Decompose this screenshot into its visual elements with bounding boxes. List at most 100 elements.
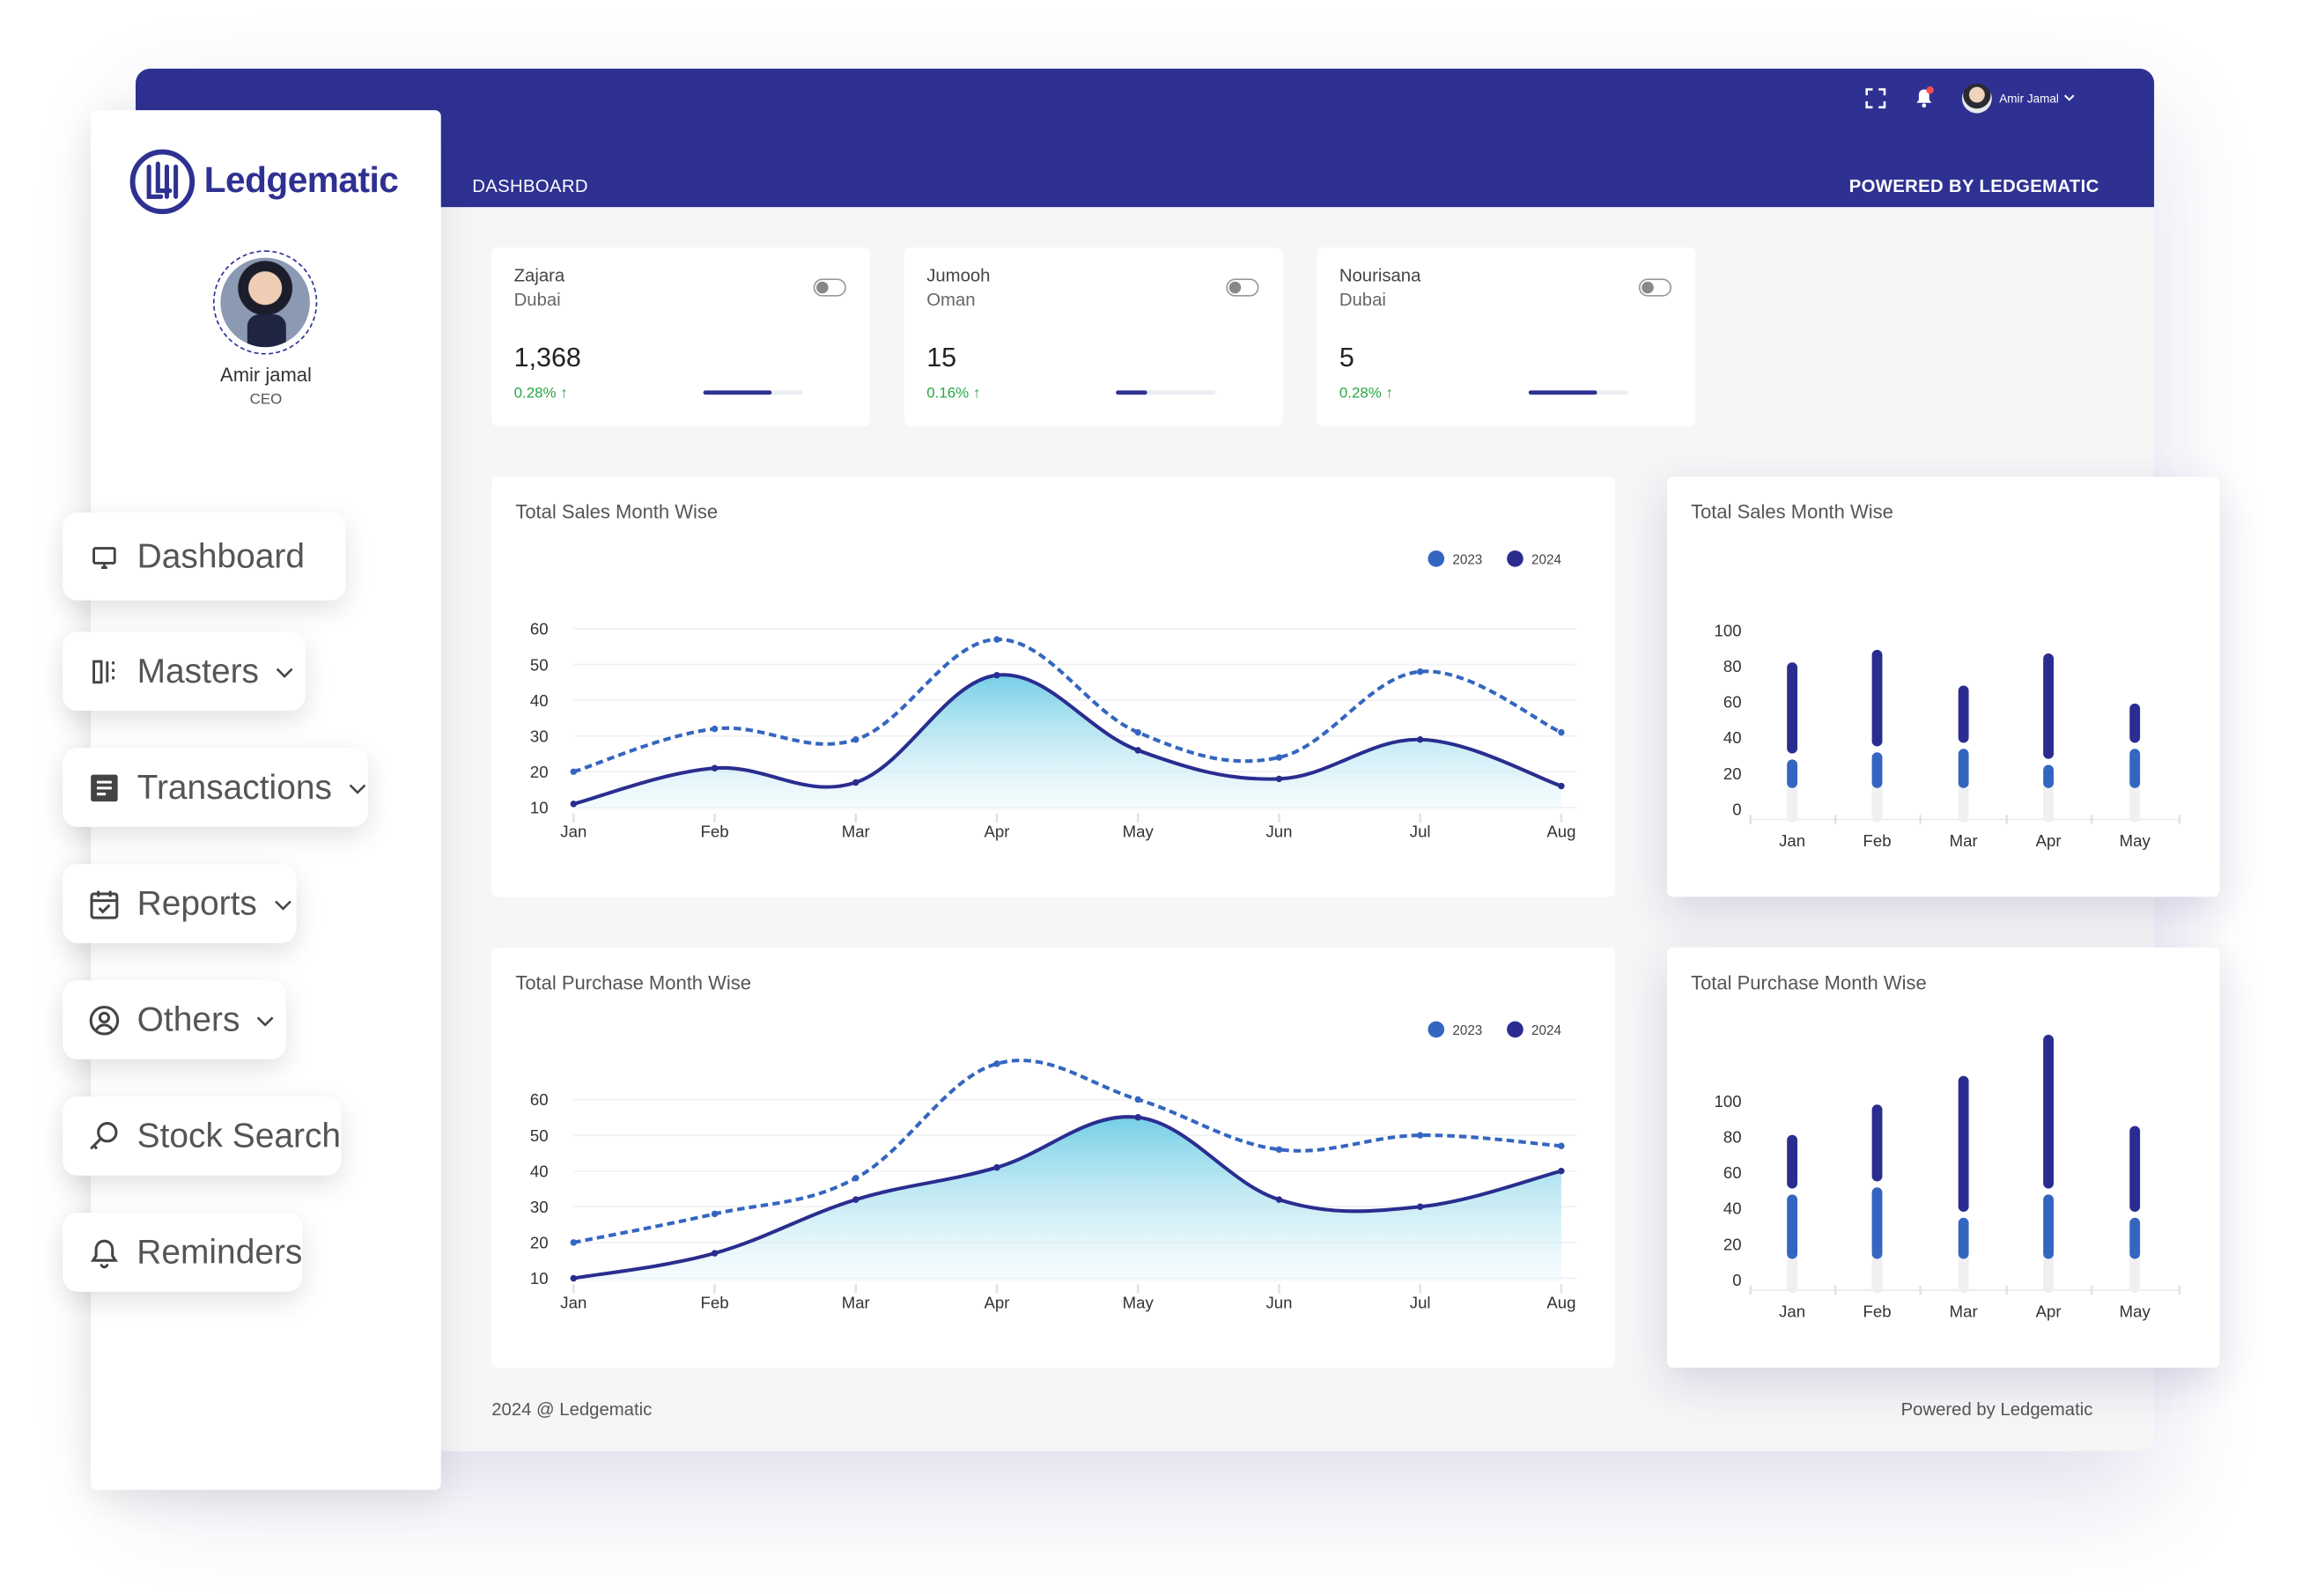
data-point[interactable] xyxy=(1416,736,1424,743)
bar-2023[interactable] xyxy=(1871,1187,1883,1259)
data-point[interactable] xyxy=(570,1239,578,1246)
bar-2024[interactable] xyxy=(1787,1134,1798,1189)
data-point[interactable] xyxy=(1275,775,1283,783)
data-point[interactable] xyxy=(1416,668,1424,675)
sidebar-item-dashboard[interactable]: Dashboard xyxy=(63,512,346,601)
bar-2023[interactable] xyxy=(2043,764,2055,788)
avatar-photo xyxy=(220,257,310,348)
data-point[interactable] xyxy=(570,1274,578,1282)
data-point[interactable] xyxy=(1416,1203,1424,1210)
bar-2024[interactable] xyxy=(1958,685,1969,743)
card-title: Total Purchase Month Wise xyxy=(1691,970,1927,994)
data-point[interactable] xyxy=(993,1163,1000,1171)
data-point[interactable] xyxy=(1558,728,1565,736)
bar-2024[interactable] xyxy=(2043,1035,2055,1189)
bar-base xyxy=(1958,779,1969,823)
user-circle-icon xyxy=(86,1002,122,1038)
y-tick-label: 20 xyxy=(1723,1235,1742,1253)
bar-2024[interactable] xyxy=(1871,1104,1883,1182)
data-point[interactable] xyxy=(993,671,1000,679)
chevron-down-icon xyxy=(2063,92,2076,105)
data-point[interactable] xyxy=(1134,747,1141,754)
x-tick-label: Jun xyxy=(1265,1293,1292,1311)
data-point[interactable] xyxy=(852,1175,860,1182)
brand-logo[interactable]: Ledgematic xyxy=(129,149,399,215)
series-line-2024 xyxy=(572,1115,1562,1280)
x-tick-label: Jul xyxy=(1410,823,1431,841)
bar-2023[interactable] xyxy=(1871,752,1883,788)
footer-copyright: 2024 @ Ledgematic xyxy=(491,1398,653,1421)
data-point[interactable] xyxy=(1275,1146,1283,1154)
fullscreen-icon[interactable] xyxy=(1863,86,1887,110)
sidebar-item-others[interactable]: Others xyxy=(63,980,286,1059)
stat-toggle[interactable] xyxy=(1226,278,1259,297)
stat-location: Dubai xyxy=(513,289,561,310)
bar-2024[interactable] xyxy=(2129,703,2141,743)
arrow-up-icon: ↑ xyxy=(560,386,568,402)
data-point[interactable] xyxy=(1275,1196,1283,1203)
data-point[interactable] xyxy=(1558,1167,1565,1175)
data-point[interactable] xyxy=(1134,728,1141,736)
y-tick-label: 60 xyxy=(1723,693,1742,712)
data-point[interactable] xyxy=(1134,1114,1141,1121)
data-point[interactable] xyxy=(852,736,860,743)
document-list-icon xyxy=(86,770,122,806)
data-point[interactable] xyxy=(711,1210,719,1218)
sidebar-item-reports[interactable]: Reports xyxy=(63,864,297,943)
data-point[interactable] xyxy=(1275,754,1283,761)
profile-avatar[interactable] xyxy=(212,250,318,355)
data-point[interactable] xyxy=(1416,1132,1424,1139)
data-point[interactable] xyxy=(711,1250,719,1257)
data-point[interactable] xyxy=(993,636,1000,643)
stat-change-value: 0.16% xyxy=(926,386,970,402)
bar-2023[interactable] xyxy=(2129,749,2141,788)
sidebar-item-reminders[interactable]: Reminders xyxy=(63,1213,303,1292)
header-user-name: Amir Jamal xyxy=(1999,92,2059,106)
sidebar-item-stock-search[interactable]: Stock Search xyxy=(63,1096,342,1176)
user-menu[interactable]: Amir Jamal xyxy=(1961,83,2076,114)
y-tick-label: 20 xyxy=(530,763,549,781)
bar-2024[interactable] xyxy=(1871,649,1883,747)
data-point[interactable] xyxy=(711,725,719,733)
stat-name: Jumooh xyxy=(926,265,991,286)
notification-bell-icon[interactable] xyxy=(1911,86,1935,110)
x-tick-label: Aug xyxy=(1546,823,1575,841)
data-point[interactable] xyxy=(1558,782,1565,790)
bar-2023[interactable] xyxy=(1787,759,1798,788)
stat-progress-fill xyxy=(703,390,771,395)
data-point[interactable] xyxy=(852,779,860,786)
data-point[interactable] xyxy=(1558,1142,1565,1149)
bar-2023[interactable] xyxy=(1958,1217,1969,1259)
data-point[interactable] xyxy=(1134,1096,1141,1103)
bar-2023[interactable] xyxy=(2129,1217,2141,1259)
legend-label: 2023 xyxy=(1452,1023,1482,1038)
sidebar-item-label: Reports xyxy=(136,883,257,923)
bar-2024[interactable] xyxy=(1787,662,1798,754)
bar-2023[interactable] xyxy=(1787,1194,1798,1259)
bar-2023[interactable] xyxy=(1958,749,1969,788)
chevron-down-icon xyxy=(274,660,295,682)
data-point[interactable] xyxy=(570,768,578,776)
bar-2024[interactable] xyxy=(2043,653,2055,759)
data-point[interactable] xyxy=(993,1060,1000,1067)
series-line-2024 xyxy=(572,673,1562,806)
bar-2024[interactable] xyxy=(2129,1125,2141,1213)
data-point[interactable] xyxy=(852,1196,860,1203)
bar-2024[interactable] xyxy=(1958,1075,1969,1213)
stat-toggle[interactable] xyxy=(1638,278,1672,297)
data-point[interactable] xyxy=(711,764,719,771)
sidebar-item-masters[interactable]: Masters xyxy=(63,631,306,711)
monitor-icon xyxy=(86,539,122,575)
y-tick-label: 20 xyxy=(530,1234,549,1252)
bar-base xyxy=(1871,779,1883,823)
series-line-2023 xyxy=(572,638,1562,774)
stat-progress-track xyxy=(1528,390,1629,395)
bar-2023[interactable] xyxy=(2043,1194,2055,1259)
sales-line-card: Total Sales Month Wise 60 50 40 30 20 10 Jan Fe… xyxy=(491,476,1615,897)
stat-toggle[interactable] xyxy=(813,278,846,297)
calendar-check-icon xyxy=(86,886,122,922)
sidebar-item-transactions[interactable]: Transactions xyxy=(63,748,368,827)
y-tick-label: 40 xyxy=(1723,1199,1742,1218)
x-tick-label: Mar xyxy=(842,823,870,841)
data-point[interactable] xyxy=(570,801,578,808)
